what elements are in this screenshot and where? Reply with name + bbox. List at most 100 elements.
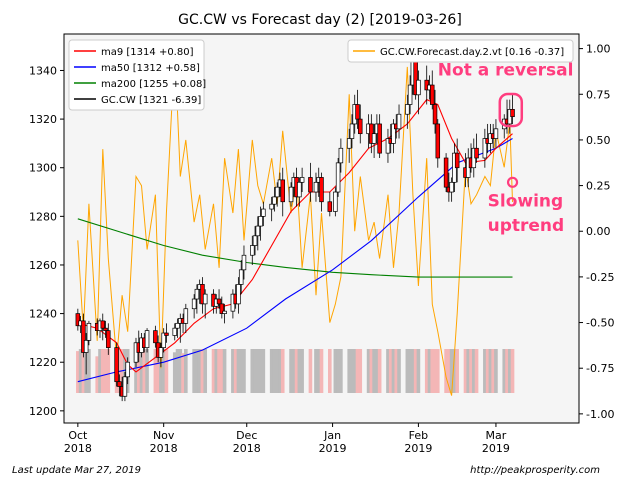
x-tick-label-month: Jan: [323, 429, 341, 442]
candle-body: [308, 177, 313, 193]
volume-bar: [242, 349, 246, 393]
candle-body: [510, 109, 515, 118]
volume-bar: [134, 349, 138, 393]
candle-body: [261, 208, 266, 217]
candle-body: [183, 308, 189, 324]
volume-bar: [494, 349, 498, 393]
legend-left: ma9 [1314 +0.80] ma50 [1312 +0.58] ma200 […: [68, 39, 206, 111]
volume-bar: [220, 349, 224, 393]
volume-bar: [292, 349, 296, 393]
x-tick-label-year: 2018: [150, 442, 178, 455]
volume-bar: [447, 349, 451, 393]
plot-frame: [63, 33, 580, 424]
candle-body: [297, 181, 302, 198]
volume-bar: [452, 349, 457, 393]
candle-body: [144, 330, 150, 348]
volume-bar: [195, 349, 199, 393]
candle-body: [313, 181, 319, 193]
y-right-tick-label: 0.25: [586, 180, 611, 193]
axes: 1200 1220 1240 1260 1280 1300 1320 1340 -1.00 -0.…: [29, 43, 614, 455]
volume-bar: [239, 349, 244, 393]
candle-body: [191, 298, 197, 310]
volume-bar: [316, 349, 321, 393]
x-tick-label-month: Dec: [236, 429, 257, 442]
volume-bar: [136, 349, 141, 393]
volume-bar: [352, 349, 357, 393]
volume-bar: [474, 349, 479, 393]
volume-bar: [164, 349, 169, 393]
volume-bar: [424, 349, 429, 393]
x-tick-label-year: 2019: [404, 442, 432, 455]
y-right-tick-label: -1.00: [586, 408, 614, 421]
volume-bar: [278, 349, 282, 393]
x-tick-label-year: 2019: [482, 442, 510, 455]
moving-averages: [77, 98, 513, 383]
y-right-tick-label: 0.75: [586, 88, 611, 101]
candle-body: [114, 347, 119, 383]
candle-body: [86, 322, 92, 341]
volume-bar: [314, 349, 318, 393]
volume-bar: [386, 349, 390, 393]
volume-bar: [142, 349, 147, 393]
volume-bar: [100, 349, 105, 393]
volume-bar: [471, 349, 476, 393]
y-left-tick-label: 1240: [29, 308, 57, 321]
volume-bar: [181, 353, 185, 393]
volume-bar: [106, 349, 111, 393]
chart-title: GC.CW vs Forecast day (2) [2019-03-26]: [178, 12, 462, 28]
volume-bar: [236, 349, 241, 393]
candle-body: [100, 320, 106, 329]
y-left-tick-label: 1200: [29, 405, 57, 418]
x-tick-label-month: Feb: [409, 429, 428, 442]
candle-body: [333, 191, 338, 212]
candle-body: [103, 327, 108, 331]
volume-bars: [76, 349, 515, 393]
candle-body: [158, 347, 164, 358]
volume-bar: [355, 349, 360, 393]
candle-body: [164, 332, 169, 336]
volume-bar: [339, 349, 343, 393]
volume-bar: [485, 349, 490, 393]
volume-bar: [172, 352, 177, 393]
candle-body: [241, 254, 247, 271]
candle-body: [335, 162, 341, 193]
volume-bar: [491, 349, 495, 393]
volume-bar: [211, 349, 216, 393]
volume-bar: [347, 349, 351, 393]
legend-right-box: [347, 39, 574, 63]
ma200-line: [77, 218, 513, 278]
volume-bar: [95, 356, 100, 393]
volume-bar: [103, 349, 108, 393]
candle-body: [432, 104, 438, 125]
volume-bar: [258, 349, 263, 393]
candle-body: [83, 339, 89, 353]
y-left-tick-label: 1300: [29, 162, 57, 175]
volume-bar: [156, 349, 160, 393]
y-right-tick-label: -0.50: [586, 317, 614, 330]
volume-bar: [184, 349, 188, 393]
candle-body: [349, 123, 355, 139]
volume-bar: [469, 349, 473, 393]
candle-body: [219, 303, 225, 314]
volume-bar: [405, 349, 410, 393]
volume-bar: [139, 349, 144, 393]
volume-bar: [250, 349, 255, 393]
volume-bar: [483, 349, 487, 393]
volume-bar: [336, 349, 340, 393]
volume-bar: [78, 349, 83, 393]
footer-last-update: Last update Mar 27, 2019: [12, 465, 141, 476]
candle-body: [122, 376, 128, 397]
candle-body: [449, 181, 454, 193]
annotation-highlight-box: [498, 92, 524, 128]
volume-bar: [375, 349, 379, 393]
annotation-text: Slowing: [488, 192, 564, 212]
annotation-circle: [506, 176, 519, 188]
volume-bar: [350, 349, 354, 393]
footer-source-url: http://peakprosperity.com: [470, 465, 600, 476]
x-tick-label-year: 2018: [233, 442, 261, 455]
volume-bar: [81, 349, 86, 393]
volume-bar: [300, 349, 304, 393]
candle-body: [474, 147, 479, 159]
candle-body: [482, 138, 488, 159]
